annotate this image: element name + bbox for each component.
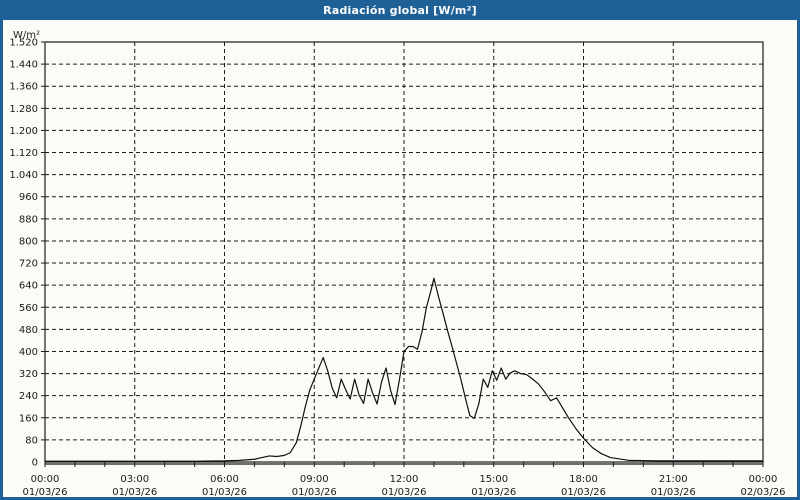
y-axis-tick-label: 720	[19, 259, 38, 270]
y-axis-tick-label: 80	[25, 435, 38, 446]
x-axis-date-label: 01/03/26	[202, 487, 247, 497]
y-axis-tick-label: 400	[19, 347, 38, 358]
x-axis-date-label: 01/03/26	[382, 487, 427, 497]
y-axis-tick-label: 1.040	[9, 170, 38, 181]
x-axis-time-label: 21:00	[659, 474, 688, 485]
gridlines	[45, 41, 763, 462]
x-axis-time-label: 03:00	[120, 474, 149, 485]
x-axis-time-label: 12:00	[390, 474, 419, 485]
y-axis-tick-label: 1.200	[9, 126, 38, 137]
y-axis-tick-label: 240	[19, 391, 38, 402]
window-title-bar: Radiación global [W/m²]	[0, 0, 800, 20]
x-axis-time-label: 00:00	[749, 474, 778, 485]
y-axis-ticks	[41, 41, 45, 441]
y-axis-tick-label: 320	[19, 369, 38, 380]
y-axis-tick-label: 640	[19, 281, 38, 292]
x-axis-date-label: 01/03/26	[112, 487, 157, 497]
y-axis-tick-label: 0	[32, 458, 38, 469]
y-axis-tick-label: 160	[19, 413, 38, 424]
x-axis-time-label: 15:00	[479, 474, 508, 485]
x-axis-date-label: 01/03/26	[23, 487, 68, 497]
y-axis-tick-label: 1.520	[9, 38, 38, 49]
y-axis-tick-label: 800	[19, 236, 38, 247]
y-axis-unit-label: W/m²	[13, 30, 40, 41]
x-axis-time-label: 00:00	[31, 474, 60, 485]
y-axis-tick-label: 560	[19, 303, 38, 314]
chart-plot-area: 1.520 1.440 1.360 1.280 1.200 1.120 1.040 960 88…	[3, 20, 797, 497]
x-axis-time-label: 18:00	[569, 474, 598, 485]
y-axis-tick-label: 1.120	[9, 148, 38, 159]
y-axis-labels: 1.520 1.440 1.360 1.280 1.200 1.120 1.040 960 88…	[9, 38, 38, 469]
y-axis-tick-label: 1.280	[9, 104, 38, 115]
page-title: Radiación global [W/m²]	[323, 3, 477, 17]
x-axis-labels: 00:00 01/03/26 03:00 01/03/26 06:00 01/03/26 0…	[23, 474, 786, 497]
x-axis-date-label: 01/03/26	[561, 487, 606, 497]
x-axis-time-label: 06:00	[210, 474, 239, 485]
radiation-line-chart: 1.520 1.440 1.360 1.280 1.200 1.120 1.040 960 88…	[9, 30, 786, 497]
x-axis-date-label: 01/03/26	[471, 487, 516, 497]
radiation-series-line	[44, 277, 764, 462]
y-axis-tick-label: 1.440	[9, 60, 38, 71]
y-axis-tick-label: 960	[19, 192, 38, 203]
y-axis-tick-label: 1.360	[9, 82, 38, 93]
y-axis-tick-label: 880	[19, 214, 38, 225]
x-axis-time-label: 09:00	[300, 474, 329, 485]
y-axis-tick-label: 480	[19, 325, 38, 336]
x-axis-date-label: 02/03/26	[741, 487, 786, 497]
x-axis-date-label: 01/03/26	[651, 487, 696, 497]
x-axis-date-label: 01/03/26	[292, 487, 337, 497]
x-axis-ticks	[44, 462, 764, 467]
